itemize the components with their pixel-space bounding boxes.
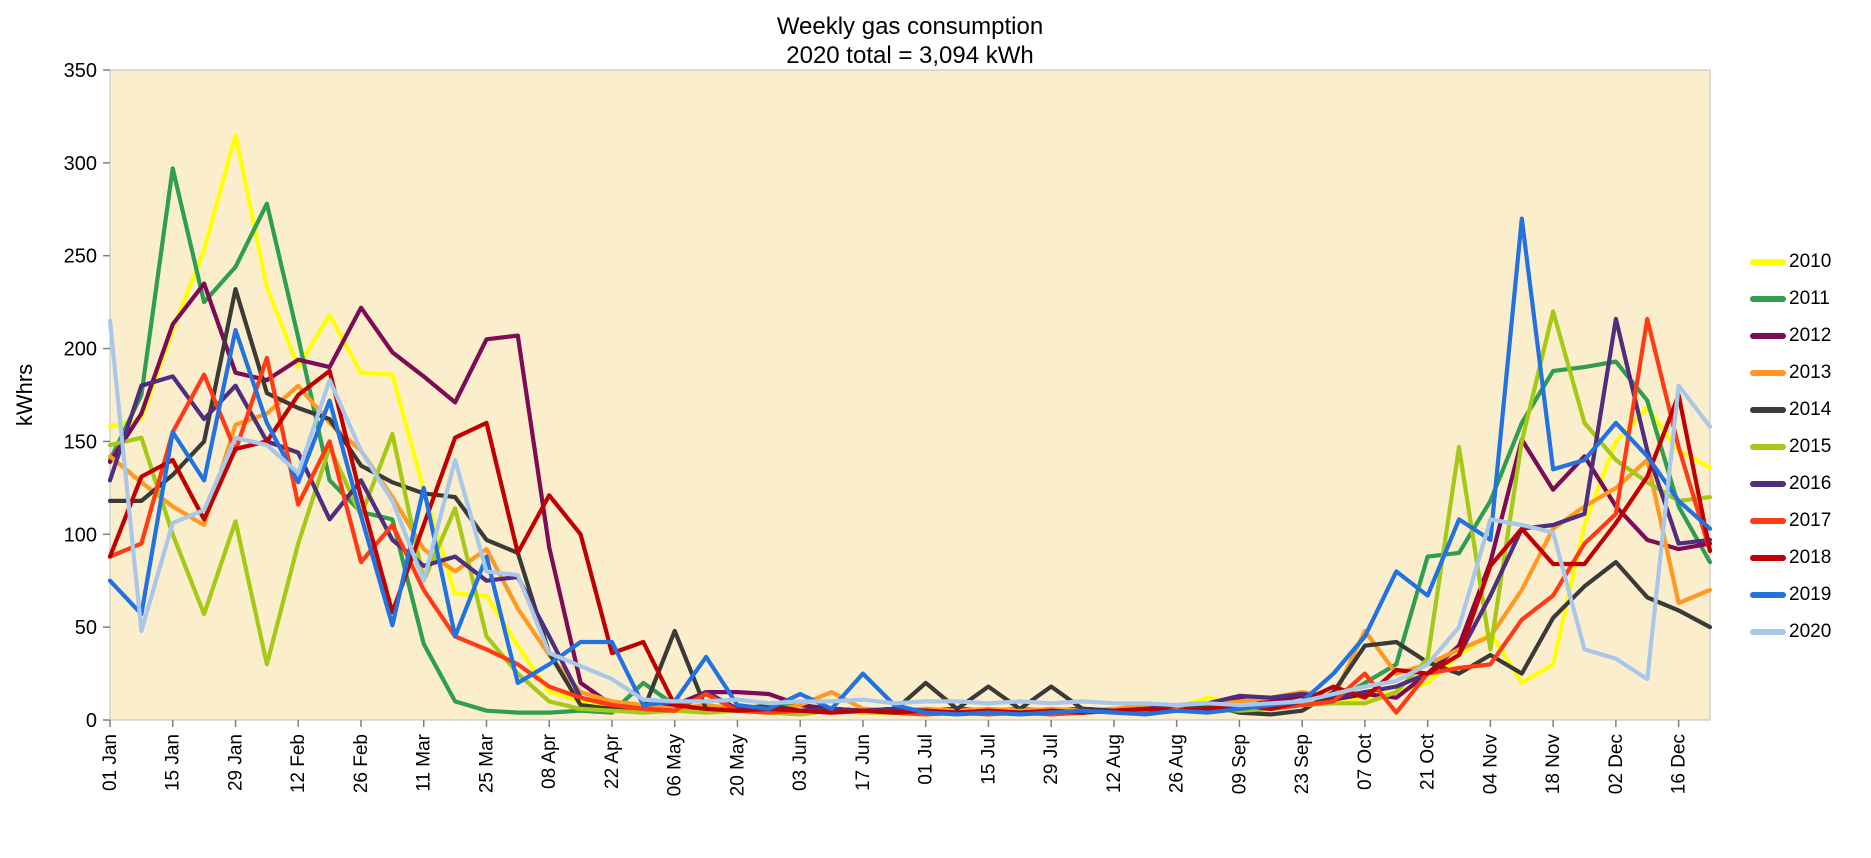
series-lines	[108, 132, 1712, 717]
legend-label: 2016	[1789, 472, 1832, 494]
x-axis-tick-label: 01 Jan	[100, 734, 121, 791]
x-axis-tick-label: 22 Apr	[602, 733, 623, 789]
legend-label: 2019	[1789, 583, 1832, 605]
y-axis-tick-label: 350	[64, 60, 97, 82]
x-axis-tick-label: 06 May	[665, 734, 686, 797]
chart-title: Weekly gas consumption 2020 total = 3,09…	[110, 12, 1710, 70]
x-axis-tick-label: 07 Oct	[1355, 733, 1376, 790]
legend-swatch-2018	[1750, 554, 1786, 561]
legend-label: 2011	[1789, 287, 1830, 309]
x-axis-tick-label: 12 Feb	[288, 734, 309, 793]
chart-title-line1: Weekly gas consumption	[776, 13, 1044, 40]
x-axis-tick-label: 16 Dec	[1669, 734, 1690, 794]
legend-swatch-2020	[1750, 628, 1786, 635]
legend-swatch-2011	[1750, 295, 1786, 302]
x-axis-tick-label: 08 Apr	[539, 733, 560, 789]
x-axis-tick-label: 02 Dec	[1606, 734, 1627, 794]
series-line-2019	[108, 216, 1712, 717]
legend-label: 2020	[1789, 620, 1832, 642]
legend-label: 2013	[1789, 361, 1832, 383]
legend-label: 2018	[1789, 546, 1832, 568]
legend-item-2011: 2011	[1750, 280, 1831, 317]
y-axis-tick-label: 150	[64, 431, 97, 453]
y-axis-title: kWhrs	[12, 364, 37, 426]
legend-label: 2014	[1789, 398, 1832, 420]
legend-item-2020: 2020	[1750, 613, 1831, 650]
legend-item-2018: 2018	[1750, 539, 1831, 576]
x-axis-tick-label: 12 Aug	[1104, 734, 1125, 793]
legend-swatch-2015	[1750, 443, 1786, 450]
legend-item-2010: 2010	[1750, 243, 1831, 280]
y-axis-tick-label: 250	[64, 246, 97, 268]
x-axis-tick-label: 01 Jul	[916, 734, 937, 785]
legend-swatch-2014	[1750, 406, 1786, 413]
x-axis-tick-label: 29 Jan	[225, 734, 246, 791]
x-axis-tick-label: 20 May	[727, 734, 748, 797]
x-axis-tick-label: 04 Nov	[1480, 734, 1501, 795]
x-axis-tick-label: 17 Jun	[853, 734, 874, 791]
plot-background	[109, 69, 1711, 721]
y-axis-tick-label: 200	[64, 339, 97, 361]
x-axis-tick-label: 25 Mar	[476, 733, 497, 793]
x-axis-tick-label: 03 Jun	[790, 734, 811, 791]
legend: 2010 2011 2012 2013 2014 2015 2016 2017 2018 2019…	[1750, 243, 1831, 650]
x-axis-tick-label: 18 Nov	[1543, 734, 1564, 795]
x-axis-tick-label: 15 Jul	[978, 734, 999, 785]
legend-swatch-2016	[1750, 480, 1786, 487]
x-axis-tick-label: 21 Oct	[1418, 733, 1439, 790]
series-line-2020	[108, 318, 1712, 708]
legend-label: 2015	[1789, 435, 1832, 457]
chart-title-line2: 2020 total = 3,094 kWh	[786, 42, 1034, 69]
y-axis-tick-label: 0	[86, 710, 97, 732]
legend-item-2013: 2013	[1750, 354, 1831, 391]
x-axis-tick-label: 23 Sep	[1292, 734, 1313, 794]
legend-item-2012: 2012	[1750, 317, 1831, 354]
legend-label: 2017	[1789, 509, 1832, 531]
legend-swatch-2012	[1750, 332, 1786, 339]
y-axis-tick-label: 300	[64, 153, 97, 175]
legend-item-2019: 2019	[1750, 576, 1831, 613]
legend-label: 2012	[1789, 324, 1832, 346]
x-axis-tick-label: 26 Feb	[351, 734, 372, 793]
legend-item-2015: 2015	[1750, 428, 1831, 465]
x-axis-tick-label: 11 Mar	[414, 733, 435, 791]
x-axis-tick-label: 26 Aug	[1167, 734, 1188, 793]
y-axis-tick-label: 100	[64, 524, 97, 546]
series-line-2018	[108, 368, 1712, 715]
legend-item-2017: 2017	[1750, 502, 1831, 539]
legend-swatch-2010	[1750, 258, 1786, 265]
legend-swatch-2019	[1750, 591, 1786, 598]
legend-swatch-2013	[1750, 369, 1786, 376]
y-axis-tick-label: 50	[75, 617, 97, 639]
legend-swatch-2017	[1750, 517, 1786, 524]
legend-item-2014: 2014	[1750, 391, 1831, 428]
legend-label: 2010	[1789, 250, 1832, 272]
x-axis-tick-label: 09 Sep	[1229, 734, 1250, 794]
x-axis-tick-label: 29 Jul	[1041, 734, 1062, 785]
x-axis-tick-label: 15 Jan	[163, 734, 184, 791]
legend-item-2016: 2016	[1750, 465, 1831, 502]
